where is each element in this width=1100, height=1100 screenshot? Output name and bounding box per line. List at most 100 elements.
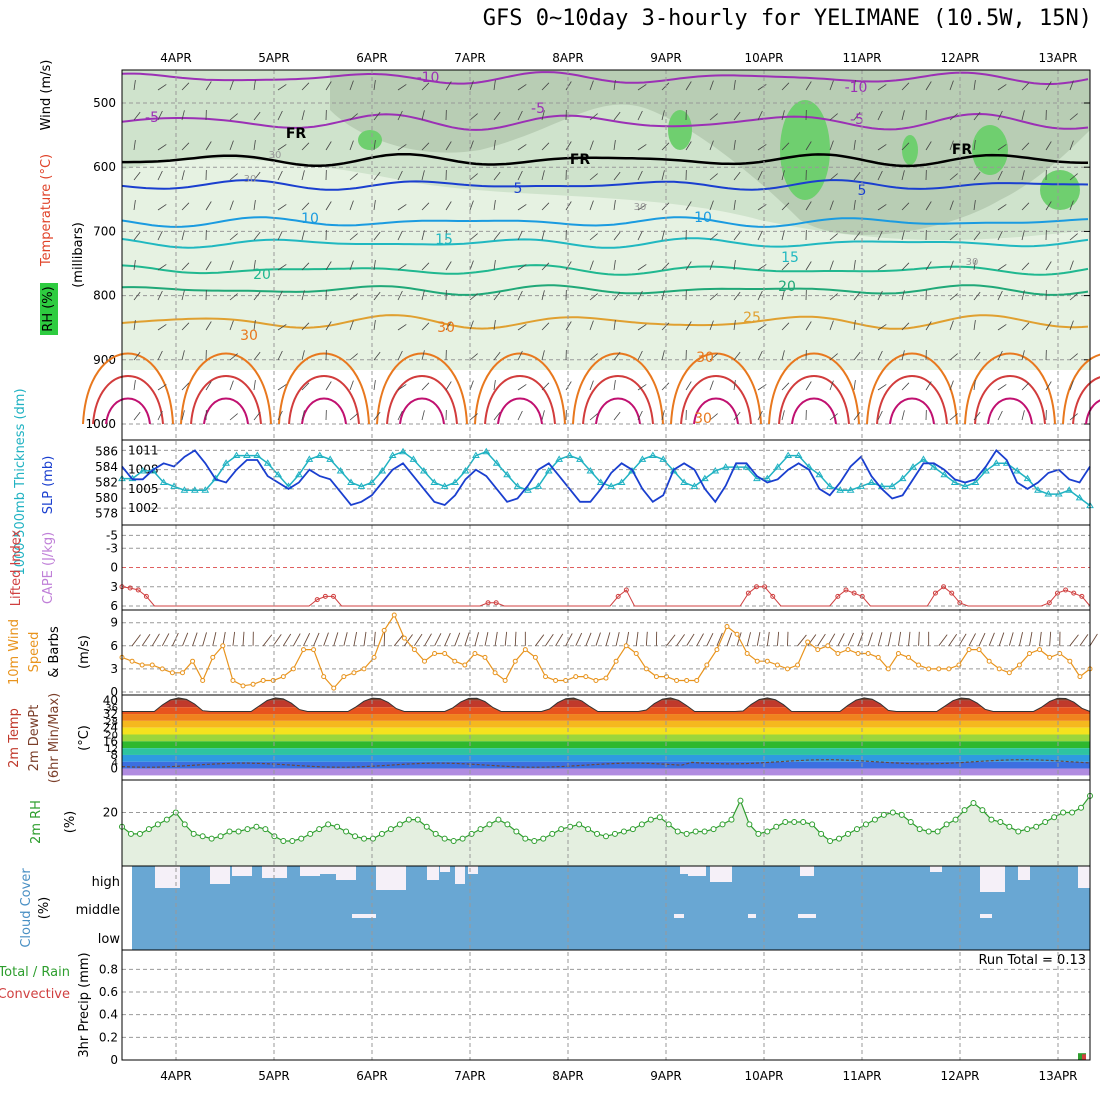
wind-barb — [781, 170, 785, 181]
wind-speed-point — [976, 647, 982, 653]
cloud-gap-mid — [352, 914, 376, 918]
temp-arch-40 — [399, 397, 445, 425]
wind-barb — [853, 111, 861, 121]
date-top-label: 6APR — [356, 51, 387, 65]
thickness-point — [378, 466, 387, 474]
wind-barb — [133, 320, 136, 331]
wind-barb — [133, 260, 136, 271]
wind-speed-point — [795, 662, 801, 668]
rh-point — [226, 828, 233, 835]
wind-barb — [685, 381, 692, 391]
thickness-point — [503, 470, 512, 478]
wind-speed-point — [391, 612, 397, 618]
date-top-label: 10APR — [744, 51, 783, 65]
contour-label: -5 — [531, 101, 545, 117]
wind-barb — [181, 262, 190, 271]
wind-barb — [613, 260, 616, 271]
wind-barb — [997, 384, 1007, 391]
wind-barb — [973, 111, 981, 121]
wind-speed-point — [1047, 654, 1053, 660]
wind-barb — [661, 410, 665, 421]
thickness-point — [836, 486, 845, 493]
cloud-gap — [376, 866, 406, 890]
wind-speed-point — [946, 666, 952, 672]
wind-barb — [709, 173, 718, 181]
wind-speed-point — [1016, 662, 1022, 668]
wind-speed-point — [885, 666, 891, 672]
wind-barb — [349, 380, 354, 391]
wind-speed-point — [633, 651, 639, 656]
wind-barb — [757, 290, 763, 301]
contour-label: 10 — [301, 211, 319, 227]
wind-barb — [565, 81, 572, 91]
thickness-tick: 582 — [95, 476, 118, 490]
wind-barb — [1069, 380, 1074, 391]
rh-moist-patch — [668, 110, 692, 150]
contour-label: FR — [570, 152, 591, 168]
wind-barb — [325, 261, 332, 271]
thickness-point — [555, 455, 564, 462]
wind-barb — [781, 410, 785, 421]
wind-speed-point — [492, 670, 498, 676]
wind-barb — [1045, 381, 1052, 391]
wind-barb — [349, 113, 358, 121]
run-total-label: Run Total = 0.13 — [978, 953, 1086, 968]
thickness-point — [950, 478, 959, 485]
wind-barb — [517, 110, 523, 121]
wind-barb — [853, 351, 861, 361]
temp-band — [122, 727, 1090, 735]
wind10m-barb — [363, 631, 367, 646]
wind-barb — [421, 290, 425, 301]
wind-barb — [781, 142, 790, 151]
wind-barb — [253, 200, 256, 211]
wind-barb — [1021, 290, 1025, 301]
wind-barb — [205, 321, 212, 331]
wind-barb — [325, 201, 332, 211]
wind-barb — [205, 141, 212, 151]
wind10m-barb — [1018, 632, 1024, 646]
thickness-point — [451, 478, 459, 485]
li-point — [1071, 590, 1077, 596]
wind-barb — [853, 171, 861, 181]
wind-barb — [421, 230, 425, 241]
wind-barb — [829, 413, 838, 421]
wind-barb — [469, 353, 478, 361]
wind-barb — [181, 410, 185, 421]
wind-barb — [277, 350, 283, 361]
wind-barb — [205, 261, 212, 271]
wind10m-barb — [575, 632, 583, 646]
wind-barb — [829, 140, 834, 151]
wind-speed-point — [724, 624, 730, 630]
wind-barb — [901, 82, 910, 91]
contour-label: 25 — [743, 310, 761, 326]
series-lifted-index — [121, 586, 1091, 607]
wind-speed-point — [371, 654, 377, 660]
precip-conv-label: Convective — [0, 987, 70, 1002]
wind-barb — [253, 231, 261, 241]
wind-barb — [685, 81, 692, 91]
wind-speed-point — [331, 685, 337, 691]
wind-speed-point — [704, 662, 710, 668]
li-label: Lifted Index — [9, 529, 24, 606]
thickness-point — [232, 451, 241, 459]
wind-speed-point — [512, 658, 518, 664]
wind-barb — [157, 110, 163, 121]
wind10m-barb — [514, 631, 517, 646]
wind-barb — [757, 144, 767, 151]
wind-barb — [421, 410, 425, 421]
wind-barb — [541, 230, 545, 241]
cloud-gap-mid — [980, 914, 992, 918]
wind-barb — [541, 382, 550, 391]
wind-barb — [301, 322, 310, 331]
wind10m-barb — [555, 633, 564, 647]
wind-barb — [973, 260, 976, 271]
rh-point — [773, 823, 780, 830]
li-point — [322, 593, 328, 599]
wind-barb — [1069, 413, 1078, 421]
wind-speed-point — [452, 658, 458, 664]
wind-barb — [661, 290, 665, 301]
wind10m-barb — [535, 634, 545, 647]
rh-point — [997, 819, 1004, 825]
rh-point — [199, 833, 206, 840]
